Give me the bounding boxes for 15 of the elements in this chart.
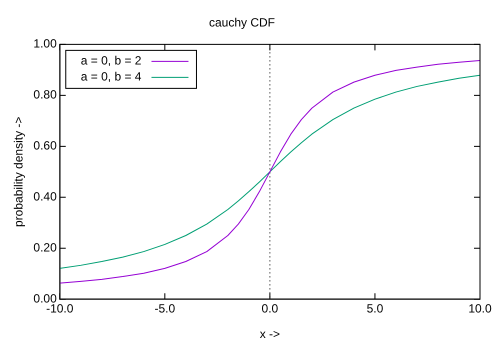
y-tick-label: 0.60 xyxy=(33,138,58,153)
y-tick-label: 0.40 xyxy=(33,190,58,204)
legend-label: a = 0, b = 4 xyxy=(80,70,142,84)
chart-title: cauchy CDF xyxy=(208,16,276,30)
y-tick-label: 0.80 xyxy=(33,88,58,102)
x-tick-label: 0.0 xyxy=(262,302,279,316)
y-tick-label: 1.00 xyxy=(33,36,58,51)
y-tick-label: 0.20 xyxy=(33,240,58,255)
x-tick-label: -5.0 xyxy=(154,302,176,316)
legend-label: a = 0, b = 2 xyxy=(80,54,142,68)
y-axis-title: probability density -> xyxy=(12,116,26,227)
x-tick-label: -10.0 xyxy=(46,302,74,316)
x-axis-title: x -> xyxy=(260,327,280,342)
x-tick-label: 10.0 xyxy=(468,302,492,316)
x-tick-label: 5.0 xyxy=(366,302,384,316)
